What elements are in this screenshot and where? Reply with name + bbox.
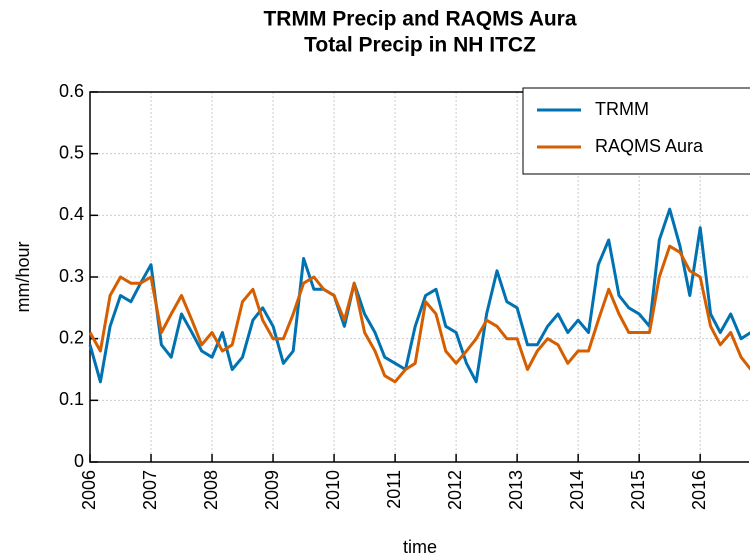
legend-label: RAQMS Aura bbox=[595, 136, 704, 156]
x-tick-label: 2006 bbox=[79, 470, 99, 510]
series-line bbox=[88, 244, 750, 384]
legend-label: TRMM bbox=[595, 99, 649, 119]
axes-frame bbox=[89, 91, 749, 463]
chart-title: Total Precip in NH ITCZ bbox=[304, 34, 536, 57]
chart-title: TRMM Precip and RAQMS Aura bbox=[263, 8, 576, 31]
y-tick-label: 0.4 bbox=[59, 204, 84, 224]
x-tick-label: 2015 bbox=[628, 470, 648, 510]
x-tick-label: 2013 bbox=[506, 470, 526, 510]
legend-box bbox=[522, 87, 750, 175]
x-tick-label: 2010 bbox=[323, 470, 343, 510]
y-tick-label: 0.5 bbox=[59, 142, 84, 162]
series-line bbox=[88, 207, 750, 384]
y-tick-label: 0.1 bbox=[59, 389, 84, 409]
x-tick-label: 2011 bbox=[384, 470, 404, 509]
y-tick-label: 0.2 bbox=[59, 327, 84, 347]
x-tick-label: 2009 bbox=[262, 470, 282, 510]
y-tick-label: 0.6 bbox=[59, 81, 84, 101]
x-tick-label: 2008 bbox=[201, 470, 221, 510]
y-tick-label: 0 bbox=[74, 451, 84, 471]
y-axis-label: mm/hour bbox=[13, 241, 33, 312]
x-tick-label: 2007 bbox=[140, 470, 160, 510]
x-tick-label: 2016 bbox=[689, 470, 709, 510]
x-tick-label: 2012 bbox=[445, 470, 465, 510]
y-tick-label: 0.3 bbox=[59, 266, 84, 286]
x-axis-label: time bbox=[403, 537, 437, 557]
x-tick-label: 2014 bbox=[567, 470, 587, 510]
